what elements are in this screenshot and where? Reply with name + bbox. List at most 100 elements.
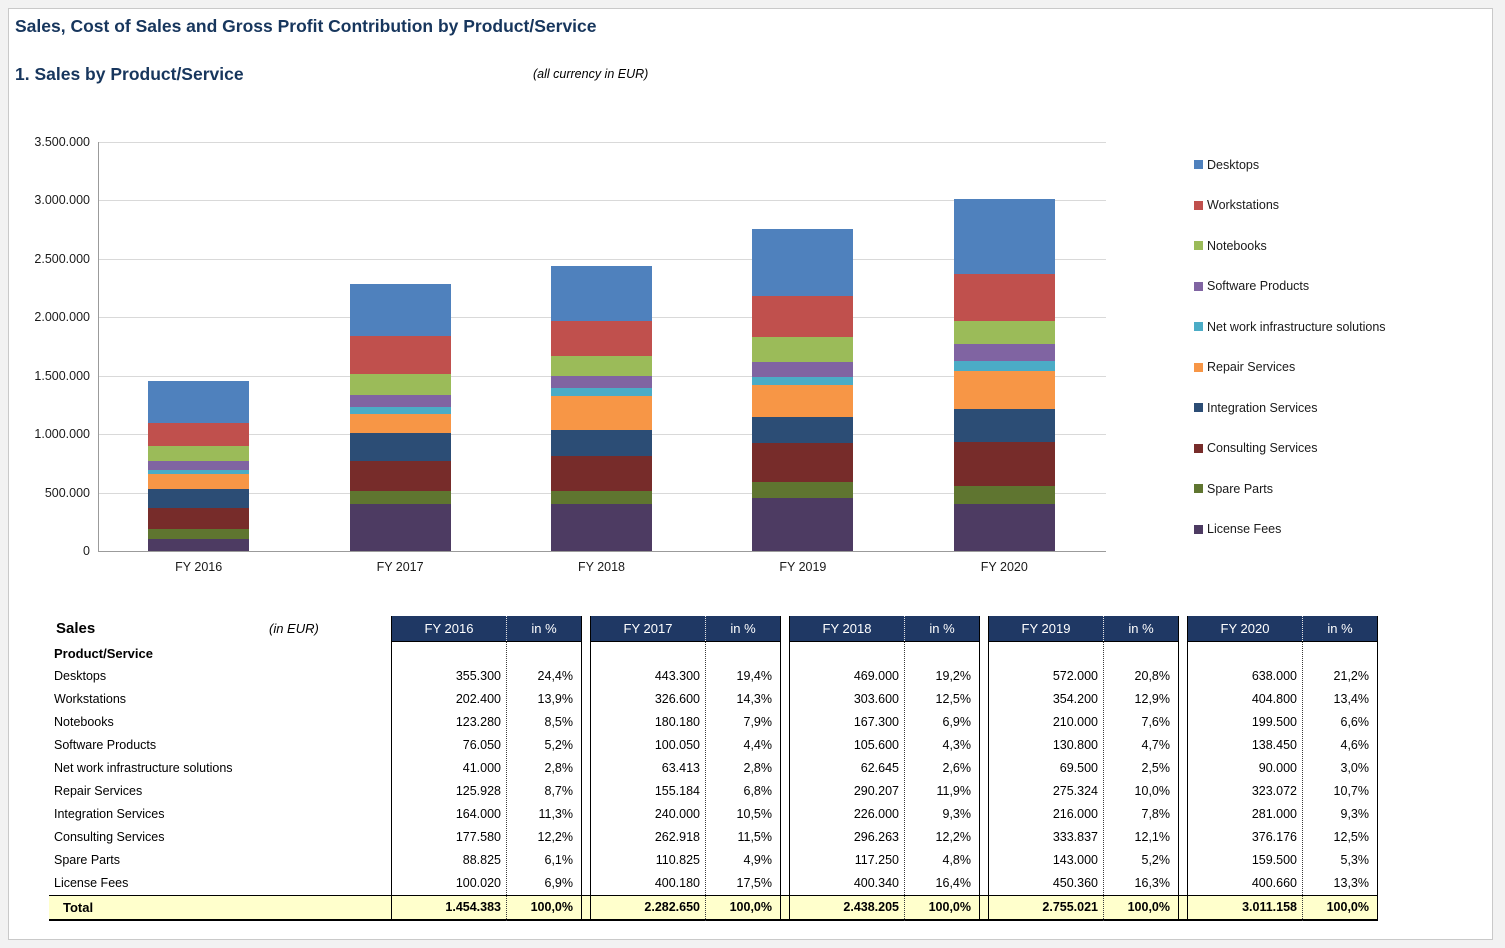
percent-cell: 10,7% — [1333, 784, 1369, 798]
total-value-cell: 2.282.650 — [644, 900, 700, 914]
value-cell: 159.500 — [1251, 853, 1297, 867]
total-percent-cell: 100,0% — [1127, 900, 1170, 914]
stacked-bar-fy-2016 — [148, 142, 250, 551]
percent-cell: 10,0% — [1134, 784, 1170, 798]
legend-label: Desktops — [1207, 157, 1260, 172]
table-title: Sales — [56, 620, 96, 637]
percent-cell: 7,6% — [1141, 715, 1171, 729]
value-cell: 155.184 — [654, 784, 700, 798]
value-cell: 143.000 — [1052, 853, 1098, 867]
year-group-fy-2020: FY 2020 in % 638.000 21,2% 404.800 13,4% 199.5… — [1187, 616, 1378, 921]
value-cell: 323.072 — [1251, 784, 1297, 798]
percent-cell: 2,8% — [743, 761, 773, 775]
table-row: 143.000 5,2% — [989, 849, 1178, 872]
column-header: FY 2020 in % — [1188, 616, 1377, 642]
bar-segment-repair-services — [148, 474, 250, 490]
legend-label: Notebooks — [1207, 238, 1267, 253]
bar-segment-consulting-services — [752, 442, 854, 482]
percent-cell: 3,0% — [1340, 761, 1370, 775]
percent-cell: 4,8% — [942, 853, 972, 867]
total-row: 1.454.383 100,0% — [392, 895, 581, 921]
value-cell: 63.413 — [661, 761, 700, 775]
table-row: 159.500 5,3% — [1188, 849, 1377, 872]
year-group-fy-2017: FY 2017 in % 443.300 19,4% 326.600 14,3% 180.1… — [590, 616, 781, 921]
percent-cell: 6,1% — [544, 853, 574, 867]
bar-segment-repair-services — [953, 371, 1055, 409]
value-cell: 41.000 — [462, 761, 501, 775]
table-row: 450.360 16,3% — [989, 872, 1178, 895]
table-row: 138.450 4,6% — [1188, 734, 1377, 757]
table-row: 167.300 6,9% — [790, 711, 979, 734]
legend-item-integration-services: Integration Services — [1194, 401, 1386, 415]
total-row: 2.282.650 100,0% — [591, 895, 780, 921]
value-cell: 290.207 — [853, 784, 899, 798]
value-cell: 105.600 — [853, 738, 899, 752]
table-row: 117.250 4,8% — [790, 849, 979, 872]
y-axis-label: 1.000.000 — [34, 427, 90, 442]
percent-cell: 12,2% — [537, 830, 573, 844]
percent-cell: 6,9% — [942, 715, 972, 729]
percent-cell: 4,3% — [942, 738, 972, 752]
table-row: 155.184 6,8% — [591, 780, 780, 803]
percent-cell: 6,6% — [1340, 715, 1370, 729]
y-axis-label: 0 — [83, 544, 90, 558]
total-percent-cell: 100,0% — [729, 900, 772, 914]
bar-segment-net-work-infrastructure-solutions — [953, 360, 1055, 372]
legend-swatch-icon — [1194, 403, 1203, 412]
table-row: 123.280 8,5% — [392, 711, 581, 734]
legend-label: Workstations — [1207, 198, 1280, 212]
value-cell: 69.500 — [1059, 761, 1098, 775]
value-cell: 180.180 — [654, 715, 700, 729]
table-row: 638.000 21,2% — [1188, 665, 1377, 688]
value-cell: 400.180 — [654, 876, 700, 890]
legend-item-software-products: Software Products — [1194, 279, 1386, 293]
bar-segment-workstations — [349, 336, 451, 375]
percent-cell: 7,8% — [1141, 807, 1171, 821]
bar-segment-integration-services — [953, 408, 1055, 442]
bar-segment-spare-parts — [551, 490, 652, 505]
legend-label: License Fees — [1207, 522, 1282, 536]
column-separator — [904, 642, 905, 921]
y-axis-label: 500.000 — [44, 485, 90, 500]
table-row: 199.500 6,6% — [1188, 711, 1377, 734]
column-header-percent: in % — [929, 621, 955, 636]
bar-segment-net-work-infrastructure-solutions — [752, 377, 854, 386]
table-row: 469.000 19,2% — [790, 665, 979, 688]
page-title: Sales, Cost of Sales and Gross Profit Co… — [15, 16, 597, 36]
x-axis-label: FY 2018 — [577, 560, 625, 574]
gridline — [99, 142, 1106, 143]
table-row-header: Product/Service — [54, 646, 153, 661]
column-header-percent: in % — [1327, 621, 1353, 636]
bar-segment-integration-services — [349, 432, 451, 461]
legend-label: Consulting Services — [1207, 441, 1318, 455]
percent-cell: 2,6% — [942, 761, 972, 775]
percent-cell: 17,5% — [736, 876, 772, 890]
percent-cell: 12,5% — [935, 692, 971, 706]
value-cell: 303.600 — [853, 692, 899, 706]
value-cell: 167.300 — [853, 715, 899, 729]
table-row: 355.300 24,4% — [392, 665, 581, 688]
value-cell: 110.825 — [655, 853, 700, 867]
legend-swatch-icon — [1194, 524, 1203, 534]
column-header-year: FY 2020 — [1188, 616, 1303, 641]
legend-label: Repair Services — [1207, 360, 1296, 374]
value-cell: 296.263 — [853, 830, 899, 844]
legend-swatch-icon — [1194, 160, 1203, 169]
percent-cell: 24,4% — [537, 669, 573, 683]
value-cell: 62.645 — [860, 761, 899, 775]
bar-segment-notebooks — [752, 337, 854, 362]
bar-segment-license-fees — [148, 539, 250, 551]
x-axis-label: FY 2020 — [980, 560, 1028, 574]
legend-swatch-icon — [1194, 362, 1203, 372]
value-cell: 138.450 — [1251, 738, 1297, 752]
bar-segment-integration-services — [752, 417, 854, 443]
percent-cell: 13,9% — [537, 692, 573, 706]
legend-swatch-icon — [1194, 281, 1203, 291]
percent-cell: 2,5% — [1141, 761, 1171, 775]
value-cell: 262.918 — [654, 830, 700, 844]
bar-segment-spare-parts — [752, 481, 854, 499]
bar-segment-workstations — [953, 273, 1055, 322]
bar-segment-workstations — [551, 320, 652, 357]
bar-segment-integration-services — [148, 489, 250, 509]
